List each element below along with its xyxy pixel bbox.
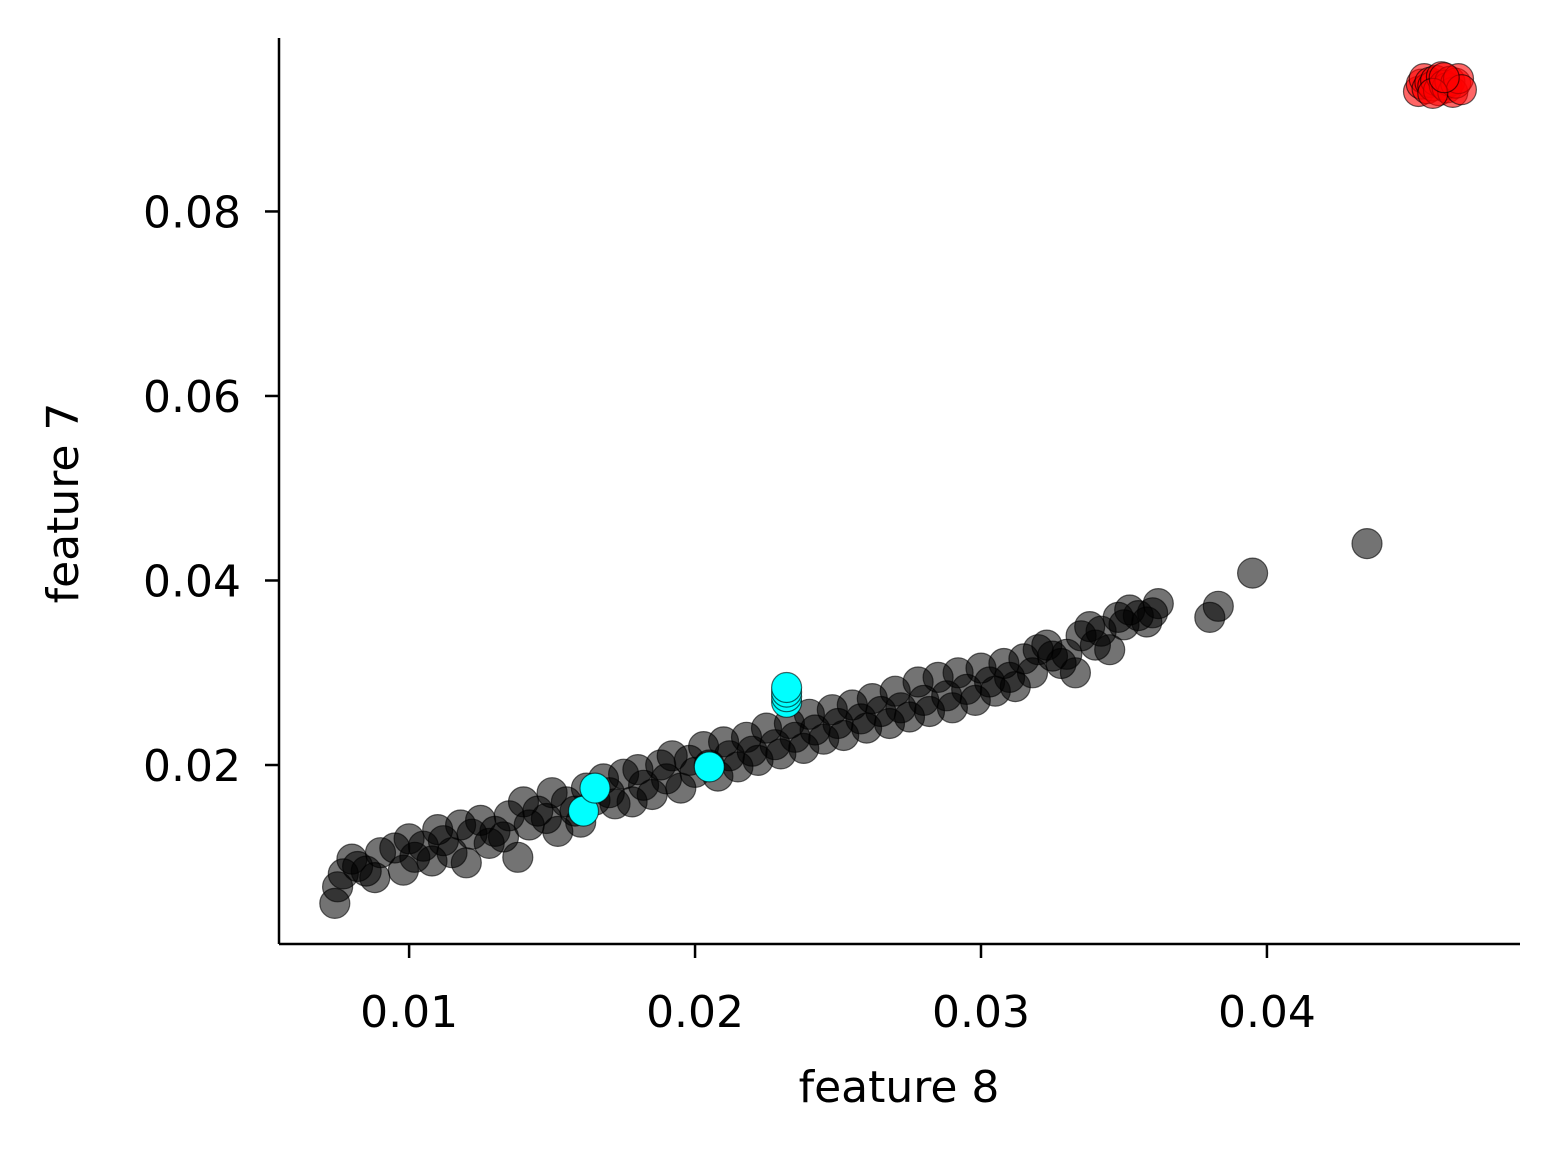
- y-axis-label: feature 7: [38, 403, 89, 604]
- data-point: [1351, 527, 1383, 560]
- series-0: [319, 527, 1383, 920]
- data-point: [1236, 557, 1269, 589]
- y-tick-label: 0.04: [143, 556, 241, 607]
- x-ticks: 0.01 0.02 0.03 0.04: [360, 944, 1316, 1038]
- data-point: [579, 772, 611, 804]
- x-tick-label: 0.02: [646, 987, 744, 1038]
- series-2: [567, 671, 803, 827]
- data-point: [770, 671, 803, 704]
- data-point: [1142, 587, 1174, 620]
- data-point: [1202, 590, 1234, 622]
- data-point: [1059, 657, 1092, 689]
- y-tick-label: 0.02: [143, 741, 241, 792]
- data-point: [693, 751, 725, 783]
- points-layer: [319, 61, 1478, 920]
- y-tick-label: 0.08: [143, 187, 241, 238]
- data-point: [502, 841, 534, 873]
- series-1: [1402, 61, 1478, 110]
- y-ticks: 0.02 0.04 0.06 0.08: [143, 187, 279, 792]
- x-tick-label: 0.04: [1218, 987, 1316, 1038]
- data-point: [1428, 62, 1460, 94]
- x-tick-label: 0.01: [360, 987, 458, 1038]
- x-tick-label: 0.03: [932, 987, 1030, 1038]
- data-point: [1094, 634, 1126, 666]
- y-tick-label: 0.06: [143, 372, 241, 423]
- x-axis-label: feature 8: [799, 1062, 1000, 1113]
